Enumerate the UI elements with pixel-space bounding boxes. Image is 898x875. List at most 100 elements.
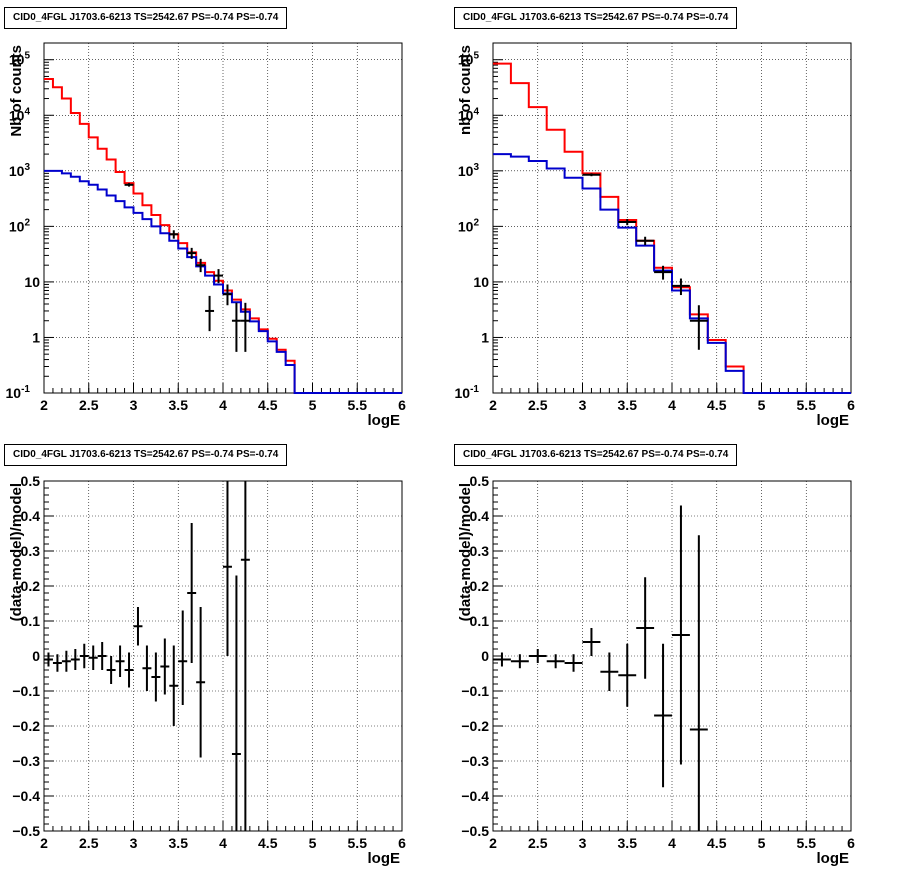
y-tick-label: 1 <box>32 329 40 345</box>
x-tick-label: 3.5 <box>618 835 638 851</box>
data-point <box>636 236 655 246</box>
x-tick-label: 6 <box>398 397 406 413</box>
y-tick-label: −0.2 <box>12 718 40 734</box>
panel-counts-left: CID0_4FGL J1703.6-6213 TS=2542.67 PS=-0.… <box>0 0 449 437</box>
y-tick-label: 0 <box>481 648 489 664</box>
y-tick-label: 0.3 <box>470 543 490 559</box>
data-point <box>636 577 655 679</box>
panel-title: CID0_4FGL J1703.6-6213 TS=2542.67 PS=-0.… <box>454 7 738 29</box>
x-tick-label: 4 <box>668 397 676 413</box>
x-tick-label: 5.5 <box>797 835 817 851</box>
x-tick-label: 5 <box>309 397 317 413</box>
data-point <box>160 638 170 695</box>
x-tick-label: 2.5 <box>528 397 548 413</box>
y-tick-label: −0.3 <box>12 753 40 769</box>
data-point <box>61 650 71 672</box>
x-tick-label: 3 <box>579 835 587 851</box>
data-point <box>133 607 143 646</box>
y-tick-label: −0.4 <box>12 788 40 804</box>
data-point <box>187 523 197 663</box>
y-tick-label: 0.5 <box>21 473 41 489</box>
y-axis-label: Nb of counts <box>8 45 25 137</box>
x-tick-label: 3 <box>130 835 138 851</box>
y-tick-label: 0.3 <box>21 543 41 559</box>
x-tick-label: 2.5 <box>79 397 99 413</box>
chart-counts-left: 2 2.5 3 3.5 4 4.5 5 5.5 610-1110102103104105logE… <box>6 42 406 429</box>
y-tick-label: 0.2 <box>21 578 41 594</box>
data-point <box>97 642 107 670</box>
data-point <box>510 654 529 669</box>
data-point <box>231 575 241 831</box>
x-tick-label: 3.5 <box>169 397 189 413</box>
y-tick-label: 0.1 <box>470 613 490 629</box>
data-point <box>169 230 179 239</box>
data-point <box>231 302 241 352</box>
y-tick-label: 10 <box>24 274 40 290</box>
y-tick-label: 0.4 <box>21 508 41 524</box>
data-point <box>124 183 134 187</box>
y-tick-label: 0.5 <box>470 473 490 489</box>
x-tick-label: 2 <box>40 397 48 413</box>
x-tick-label: 6 <box>847 835 855 851</box>
y-tick-label: −0.1 <box>12 683 40 699</box>
x-tick-label: 4.5 <box>258 835 278 851</box>
y-tick-label: 10 <box>473 274 489 290</box>
x-tick-label: 3.5 <box>618 397 638 413</box>
x-tick-label: 5.5 <box>348 397 368 413</box>
data-point <box>178 610 188 705</box>
x-tick-label: 2 <box>489 835 497 851</box>
data-point <box>106 656 116 684</box>
data-point <box>70 649 80 670</box>
x-tick-label: 3 <box>130 397 138 413</box>
data-point <box>88 645 98 670</box>
data-point <box>214 269 223 284</box>
chart-counts-right: 2 2.5 3 3.5 4 4.5 5 5.5 610-1110102103104105logE… <box>455 42 855 429</box>
data-point <box>546 654 565 669</box>
data-point <box>600 652 619 691</box>
panel-residual-left: CID0_4FGL J1703.6-6213 TS=2542.67 PS=-0.… <box>0 437 449 875</box>
data-point <box>196 607 206 758</box>
panel-residual-right: CID0_4FGL J1703.6-6213 TS=2542.67 PS=-0.… <box>449 437 898 875</box>
y-tick-label: −0.5 <box>461 823 489 839</box>
data-point <box>240 302 250 352</box>
model-histogram-line <box>493 153 851 394</box>
data-point <box>124 652 134 688</box>
x-tick-label: 5 <box>309 835 317 851</box>
y-tick-label: 0.4 <box>470 508 490 524</box>
y-tick-label: 103 <box>458 162 480 179</box>
x-tick-label: 4 <box>219 397 227 413</box>
x-tick-label: 5.5 <box>348 835 368 851</box>
data-point <box>169 645 179 726</box>
x-axis-label: logE <box>817 412 850 429</box>
data-point <box>44 652 53 667</box>
y-tick-label: 102 <box>458 217 480 234</box>
y-tick-label: 10-1 <box>6 384 31 401</box>
y-tick-label: 1 <box>481 329 489 345</box>
data-point <box>187 247 197 259</box>
y-tick-label: 103 <box>9 162 31 179</box>
panel-title: CID0_4FGL J1703.6-6213 TS=2542.67 PS=-0.… <box>4 7 288 29</box>
data-point <box>223 481 232 656</box>
y-tick-label: −0.1 <box>461 683 489 699</box>
y-tick-label: 0.1 <box>21 613 41 629</box>
x-tick-label: 5.5 <box>797 397 817 413</box>
data-point <box>79 643 89 669</box>
x-tick-label: 2.5 <box>79 835 99 851</box>
panel-counts-right: CID0_4FGL J1703.6-6213 TS=2542.67 PS=-0.… <box>449 0 898 437</box>
data-point <box>672 278 690 296</box>
data-point <box>240 481 250 831</box>
x-tick-label: 3.5 <box>169 835 189 851</box>
data-point <box>142 645 152 691</box>
y-axis-label: (data-model)/model <box>8 483 25 621</box>
x-tick-label: 4.5 <box>707 397 727 413</box>
x-tick-label: 4 <box>219 835 227 851</box>
data-point <box>582 173 601 177</box>
x-tick-label: 5 <box>758 835 766 851</box>
chart-residual-right: 2 2.5 3 3.5 4 4.5 5 5.5 6 −0.5 −0.4 −0.3 −0.2 −0.1 0 0.… <box>457 473 855 867</box>
data-point <box>115 645 125 677</box>
x-axis-label: logE <box>368 412 401 429</box>
y-tick-label: −0.4 <box>461 788 489 804</box>
data-point <box>493 652 511 667</box>
x-tick-label: 2 <box>489 397 497 413</box>
data-point <box>618 643 637 707</box>
